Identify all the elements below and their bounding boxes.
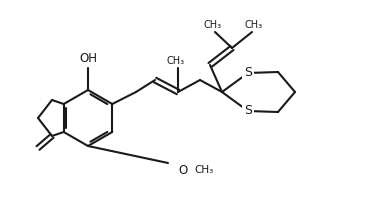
Text: CH₃: CH₃	[167, 56, 185, 66]
Text: OH: OH	[79, 52, 97, 64]
Text: CH₃: CH₃	[204, 20, 222, 30]
Text: S: S	[244, 66, 252, 80]
Text: CH₃: CH₃	[194, 165, 213, 175]
Text: CH₃: CH₃	[245, 20, 263, 30]
Text: O: O	[178, 163, 187, 177]
Text: S: S	[244, 104, 252, 118]
